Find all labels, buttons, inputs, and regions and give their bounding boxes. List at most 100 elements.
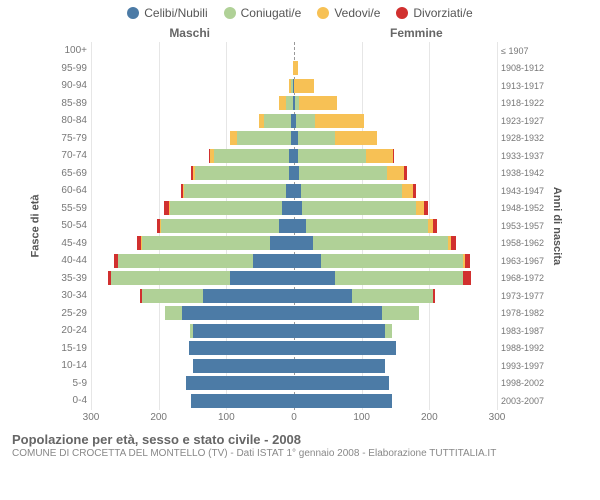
bar-segment (424, 201, 428, 215)
age-label: 65-69 (58, 168, 91, 179)
birth-year-label: 1978-1982 (497, 308, 542, 318)
x-tick-label: 100 (218, 412, 235, 423)
bar-segment (335, 131, 377, 145)
bar-segment (451, 236, 456, 250)
row-bars (91, 44, 497, 58)
age-label: 95-99 (58, 63, 91, 74)
male-bar (91, 201, 294, 215)
male-bar (91, 341, 294, 355)
bar-segment (111, 271, 229, 285)
row-bars (91, 131, 497, 145)
male-bar (91, 114, 294, 128)
birth-year-label: 1913-1917 (497, 81, 542, 91)
male-bar (91, 219, 294, 233)
birth-year-label: 1928-1932 (497, 133, 542, 143)
legend-swatch (224, 7, 236, 19)
birth-year-label: 1983-1987 (497, 326, 542, 336)
bar-segment (294, 79, 314, 93)
male-bar (91, 289, 294, 303)
bar-segment (402, 184, 413, 198)
bar-segment (203, 289, 294, 303)
bar-segment (142, 289, 203, 303)
bar-segment (230, 131, 237, 145)
birth-year-label: 1973-1977 (497, 291, 542, 301)
male-bar (91, 79, 294, 93)
y-axis-title-left: Fasce di età (29, 194, 41, 257)
gender-labels: Maschi Femmine (4, 26, 596, 40)
bar-segment (118, 254, 253, 268)
pyramid-row: 65-691938-1942 (58, 165, 542, 183)
bar-segment (195, 166, 288, 180)
row-bars (91, 184, 497, 198)
birth-year-label: 1993-1997 (497, 361, 542, 371)
male-bar (91, 131, 294, 145)
legend-label: Divorziati/e (413, 6, 472, 20)
row-bars (91, 79, 497, 93)
female-label: Femmine (300, 26, 596, 40)
pyramid-row: 95-99 1908-1912 (58, 60, 542, 78)
female-bar (294, 271, 497, 285)
female-bar (294, 184, 497, 198)
age-label: 90-94 (58, 80, 91, 91)
legend-swatch (396, 7, 408, 19)
male-bar (91, 96, 294, 110)
pyramid-row: 50-541953-1957 (58, 217, 542, 235)
legend-swatch (127, 7, 139, 19)
birth-year-label: 1923-1927 (497, 116, 542, 126)
female-bar (294, 306, 497, 320)
age-label: 25-29 (58, 308, 91, 319)
pyramid-row: 100+≤ 1907 (58, 42, 542, 60)
chart-subtitle: COMUNE DI CROCETTA DEL MONTELLO (TV) - D… (12, 448, 588, 459)
female-bar (294, 79, 497, 93)
birth-year-label: 1908-1912 (497, 63, 542, 73)
male-bar (91, 149, 294, 163)
bar-segment (182, 306, 294, 320)
birth-year-label: ≤ 1907 (497, 46, 542, 56)
age-label: 5-9 (58, 378, 91, 389)
legend-label: Celibi/Nubili (144, 6, 207, 20)
pyramid-row: 60-641943-1947 (58, 182, 542, 200)
female-bar (294, 114, 497, 128)
female-bar (294, 149, 497, 163)
age-label: 45-49 (58, 238, 91, 249)
row-bars (91, 201, 497, 215)
bar-segment (184, 184, 286, 198)
bar-segment (294, 219, 306, 233)
bar-segment (299, 166, 387, 180)
chart-footer: Popolazione per età, sesso e stato civil… (4, 426, 596, 463)
bar-segment (191, 394, 294, 408)
female-bar (294, 254, 497, 268)
bar-segment (294, 341, 396, 355)
x-tick-label: 0 (291, 412, 297, 423)
bar-segment (301, 184, 403, 198)
pyramid-row: 55-591948-1952 (58, 200, 542, 218)
age-label: 70-74 (58, 150, 91, 161)
female-bar (294, 324, 497, 338)
bar-segment (294, 306, 382, 320)
female-bar (294, 96, 497, 110)
bar-segment (315, 114, 364, 128)
male-label: Maschi (4, 26, 300, 40)
pyramid-row: 0-42003-2007 (58, 392, 542, 410)
bar-segment (253, 254, 294, 268)
legend-label: Coniugati/e (241, 6, 302, 20)
row-bars (91, 114, 497, 128)
bar-segment (299, 96, 336, 110)
bar-segment (230, 271, 294, 285)
pyramid-row: 25-29 1978-1982 (58, 305, 542, 323)
x-tick-label: 100 (353, 412, 370, 423)
bar-segment (313, 236, 448, 250)
age-label: 10-14 (58, 360, 91, 371)
bar-segment (186, 376, 294, 390)
row-bars (91, 61, 497, 75)
female-bar (294, 131, 497, 145)
bar-segment (463, 271, 471, 285)
male-bar (91, 166, 294, 180)
male-bar (91, 359, 294, 373)
age-label: 40-44 (58, 255, 91, 266)
legend-item: Vedovi/e (317, 6, 380, 20)
bar-segment (142, 236, 271, 250)
birth-year-label: 1948-1952 (497, 203, 542, 213)
row-bars (91, 289, 497, 303)
bar-segment (294, 271, 335, 285)
